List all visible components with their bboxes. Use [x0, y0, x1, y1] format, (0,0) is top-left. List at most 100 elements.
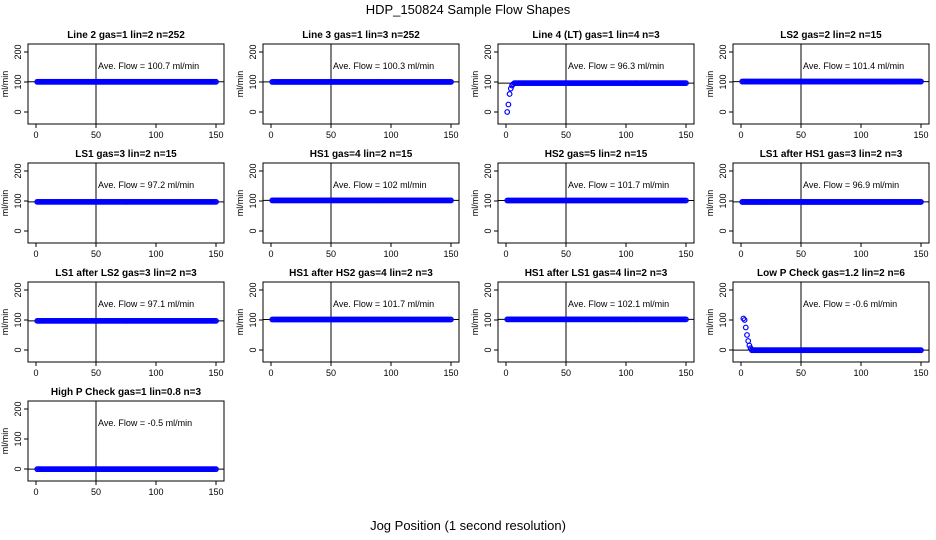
- panel-title: Line 4 (LT) gas=1 lin=4 n=3: [532, 30, 660, 41]
- x-tick-label: 150: [913, 249, 928, 259]
- panel-11: HS1 after LS1 gas=4 lin=2 n=3 ml/min 0 100 2…: [470, 268, 695, 378]
- y-tick-label: 200: [248, 163, 258, 178]
- plot-frame: [27, 281, 225, 363]
- y-tick-label: 0: [718, 228, 728, 233]
- panel-5: LS1 gas=3 lin=2 n=15 ml/min 0 100 200 0 50 100 1…: [0, 149, 225, 259]
- y-tick-label: 0: [248, 109, 258, 114]
- y-tick-label: 100: [718, 193, 728, 208]
- x-tick-label: 0: [503, 249, 508, 259]
- x-tick-label: 150: [443, 368, 458, 378]
- ave-flow-annotation: Ave. Flow = 102 ml/min: [333, 180, 427, 190]
- y-axis-label: ml/min: [235, 71, 245, 98]
- x-tick-label: 50: [561, 130, 571, 140]
- x-tick-label: 150: [208, 249, 223, 259]
- x-tick-label: 50: [326, 130, 336, 140]
- y-tick-label: 100: [13, 193, 23, 208]
- x-tick-label: 150: [208, 130, 223, 140]
- x-tick-label: 100: [148, 368, 163, 378]
- panel-title: LS1 after HS1 gas=3 lin=2 n=3: [760, 149, 903, 160]
- figure-title: HDP_150824 Sample Flow Shapes: [365, 2, 571, 17]
- plot-frame: [27, 43, 225, 125]
- y-tick-label: 200: [248, 44, 258, 59]
- x-tick-label: 150: [678, 130, 693, 140]
- panel-1: Line 2 gas=1 lin=2 n=252 ml/min 0 100 200 0 50…: [0, 30, 225, 140]
- data-point: [448, 316, 454, 323]
- x-tick-label: 0: [738, 130, 743, 140]
- panel-title: LS1 gas=3 lin=2 n=15: [75, 149, 177, 160]
- data-point: [213, 466, 219, 473]
- x-tick-label: 100: [383, 130, 398, 140]
- data-point: [213, 317, 219, 324]
- ave-flow-annotation: Ave. Flow = 100.3 ml/min: [333, 61, 434, 71]
- panel-title: Line 2 gas=1 lin=2 n=252: [67, 30, 185, 41]
- x-tick-label: 100: [618, 368, 633, 378]
- x-tick-label: 50: [91, 249, 101, 259]
- panel-title: LS1 after LS2 gas=3 lin=2 n=3: [55, 268, 197, 279]
- data-point: [213, 198, 219, 205]
- y-tick-label: 200: [13, 282, 23, 297]
- x-tick-label: 100: [383, 249, 398, 259]
- y-axis-label: ml/min: [0, 190, 10, 217]
- y-tick-label: 0: [13, 109, 23, 114]
- x-tick-label: 50: [91, 130, 101, 140]
- y-tick-label: 0: [483, 228, 493, 233]
- x-tick-label: 0: [738, 368, 743, 378]
- y-tick-label: 0: [13, 228, 23, 233]
- ave-flow-annotation: Ave. Flow = 100.7 ml/min: [98, 61, 199, 71]
- panel-title: HS1 gas=4 lin=2 n=15: [310, 149, 413, 160]
- x-tick-label: 150: [208, 487, 223, 497]
- ave-flow-annotation: Ave. Flow = 96.3 ml/min: [568, 61, 664, 71]
- y-axis-label: ml/min: [235, 190, 245, 217]
- x-tick-label: 150: [443, 130, 458, 140]
- x-tick-label: 0: [268, 368, 273, 378]
- data-point: [683, 197, 689, 204]
- data-point: [742, 324, 749, 331]
- plot-frame: [732, 43, 930, 125]
- x-tick-label: 150: [913, 368, 928, 378]
- x-tick-label: 0: [33, 368, 38, 378]
- y-tick-label: 0: [483, 347, 493, 352]
- data-point: [448, 197, 454, 204]
- panel-13: High P Check gas=1 lin=0.8 n=3 ml/min 0 100…: [0, 387, 225, 497]
- y-tick-label: 100: [483, 193, 493, 208]
- ave-flow-annotation: Ave. Flow = 97.2 ml/min: [98, 180, 194, 190]
- x-tick-label: 50: [561, 368, 571, 378]
- y-tick-label: 0: [718, 347, 728, 352]
- y-axis-label: ml/min: [235, 309, 245, 336]
- x-tick-label: 50: [91, 368, 101, 378]
- data-point: [505, 101, 512, 108]
- y-tick-label: 0: [248, 228, 258, 233]
- y-tick-label: 200: [13, 401, 23, 416]
- x-tick-label: 0: [268, 249, 273, 259]
- y-tick-label: 200: [718, 282, 728, 297]
- y-tick-label: 200: [483, 282, 493, 297]
- x-tick-label: 100: [148, 487, 163, 497]
- panel-title: High P Check gas=1 lin=0.8 n=3: [51, 387, 202, 398]
- y-axis-label: ml/min: [705, 71, 715, 98]
- data-point: [744, 332, 750, 338]
- y-tick-label: 0: [248, 347, 258, 352]
- panel-title: Low P Check gas=1.2 lin=2 n=6: [757, 268, 905, 279]
- x-tick-label: 0: [33, 249, 38, 259]
- x-tick-label: 100: [618, 249, 633, 259]
- y-tick-label: 100: [248, 312, 258, 327]
- data-point: [506, 91, 513, 97]
- data-point: [504, 109, 511, 115]
- x-tick-label: 150: [678, 249, 693, 259]
- x-tick-label: 50: [796, 368, 806, 378]
- y-tick-label: 100: [13, 431, 23, 446]
- plot-frame: [27, 400, 225, 482]
- panel-3: Line 4 (LT) gas=1 lin=4 n=3 ml/min 0 100 200…: [470, 30, 695, 140]
- panel-title: HS1 after LS1 gas=4 lin=2 n=3: [525, 268, 668, 279]
- y-tick-label: 200: [483, 44, 493, 59]
- x-tick-label: 100: [853, 249, 868, 259]
- ave-flow-annotation: Ave. Flow = 101.7 ml/min: [568, 180, 669, 190]
- data-point: [918, 78, 924, 85]
- y-tick-label: 100: [718, 312, 728, 327]
- ave-flow-annotation: Ave. Flow = 97.1 ml/min: [98, 299, 194, 309]
- ave-flow-annotation: Ave. Flow = -0.5 ml/min: [98, 418, 192, 428]
- data-point: [213, 78, 219, 85]
- y-axis-label: ml/min: [705, 309, 715, 336]
- panel-10: HS1 after HS2 gas=4 lin=2 n=3 ml/min 0 100 2…: [235, 268, 460, 378]
- panel-6: HS1 gas=4 lin=2 n=15 ml/min 0 100 200 0 50 100 1…: [235, 149, 460, 259]
